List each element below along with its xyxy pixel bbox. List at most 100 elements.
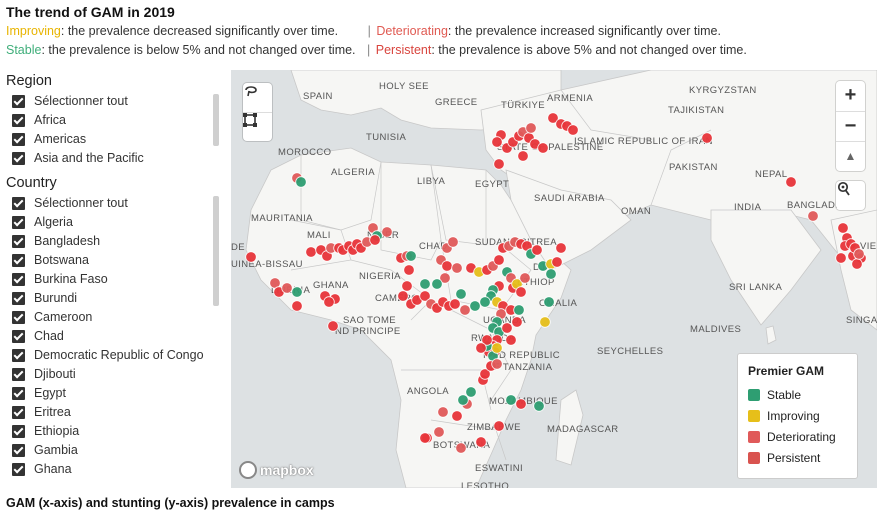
camp-marker-persistent[interactable]	[403, 264, 415, 276]
legend-item[interactable]: Deteriorating	[748, 426, 847, 447]
camp-marker-stable[interactable]	[291, 286, 303, 298]
legend-item[interactable]: Persistent	[748, 447, 847, 468]
country-item[interactable]: Chad	[6, 327, 221, 346]
region-scrollbar[interactable]	[213, 94, 219, 146]
camp-marker-persistent[interactable]	[517, 150, 529, 162]
camp-marker-stable[interactable]	[533, 400, 545, 412]
camp-marker-deteriorating[interactable]	[281, 282, 293, 294]
camp-marker-persistent[interactable]	[451, 410, 463, 422]
country-checkbox[interactable]	[12, 197, 25, 210]
country-item[interactable]: Cameroon	[6, 308, 221, 327]
camp-marker-persistent[interactable]	[505, 334, 517, 346]
camp-marker-stable[interactable]	[295, 176, 307, 188]
camp-marker-persistent[interactable]	[475, 342, 487, 354]
camp-marker-persistent[interactable]	[479, 368, 491, 380]
country-checkbox[interactable]	[12, 463, 25, 476]
camp-marker-improving[interactable]	[539, 316, 551, 328]
camp-marker-deteriorating[interactable]	[439, 272, 451, 284]
lasso-select-button[interactable]	[243, 83, 272, 112]
camp-marker-deteriorating[interactable]	[525, 122, 537, 134]
country-item[interactable]: Eritrea	[6, 403, 221, 422]
camp-marker-stable[interactable]	[465, 386, 477, 398]
camp-marker-persistent[interactable]	[547, 112, 559, 124]
camp-marker-persistent[interactable]	[537, 142, 549, 154]
camp-marker-persistent[interactable]	[493, 158, 505, 170]
compass-button[interactable]: ▲	[836, 141, 865, 170]
camp-marker-persistent[interactable]	[551, 256, 563, 268]
camp-marker-stable[interactable]	[505, 394, 517, 406]
camp-marker-persistent[interactable]	[323, 296, 335, 308]
camp-marker-persistent[interactable]	[369, 234, 381, 246]
country-item[interactable]: Ethiopia	[6, 422, 221, 441]
camp-marker-deteriorating[interactable]	[459, 304, 471, 316]
camp-marker-persistent[interactable]	[245, 251, 257, 263]
camp-marker-persistent[interactable]	[701, 132, 713, 144]
camp-marker-deteriorating[interactable]	[447, 236, 459, 248]
camp-marker-stable[interactable]	[419, 278, 431, 290]
camp-marker-persistent[interactable]	[441, 260, 453, 272]
camp-marker-deteriorating[interactable]	[853, 248, 865, 260]
camp-marker-stable[interactable]	[479, 296, 491, 308]
camp-marker-persistent[interactable]	[481, 334, 493, 346]
camp-marker-persistent[interactable]	[475, 436, 487, 448]
country-item[interactable]: Ghana	[6, 460, 221, 479]
camp-marker-persistent[interactable]	[785, 176, 797, 188]
camp-marker-persistent[interactable]	[835, 252, 847, 264]
camp-marker-persistent[interactable]	[851, 258, 863, 270]
country-item[interactable]: Gambia	[6, 441, 221, 460]
camp-marker-deteriorating[interactable]	[433, 426, 445, 438]
country-checkbox[interactable]	[12, 387, 25, 400]
camp-marker-persistent[interactable]	[555, 242, 567, 254]
camp-marker-persistent[interactable]	[501, 322, 513, 334]
region-item[interactable]: Sélectionner tout	[6, 92, 221, 111]
camp-marker-persistent[interactable]	[291, 300, 303, 312]
legend-item[interactable]: Improving	[748, 405, 847, 426]
zoom-out-button[interactable]: −	[836, 111, 865, 140]
country-checkbox[interactable]	[12, 425, 25, 438]
camp-marker-stable[interactable]	[455, 288, 467, 300]
camp-marker-persistent[interactable]	[837, 222, 849, 234]
camp-marker-deteriorating[interactable]	[381, 226, 393, 238]
country-item[interactable]: Bangladesh	[6, 232, 221, 251]
camp-marker-persistent[interactable]	[327, 320, 339, 332]
country-checkbox[interactable]	[12, 406, 25, 419]
country-checkbox[interactable]	[12, 273, 25, 286]
country-item[interactable]: Sélectionner tout	[6, 194, 221, 213]
camp-marker-stable[interactable]	[543, 296, 555, 308]
country-item[interactable]: Botswana	[6, 251, 221, 270]
map[interactable]: Spain Holy See Greece Türkiye Armenia Kyrgyzs…	[231, 70, 877, 488]
camp-marker-stable[interactable]	[469, 300, 481, 312]
country-item[interactable]: Burundi	[6, 289, 221, 308]
zoom-in-button[interactable]: +	[844, 84, 857, 106]
region-checkbox[interactable]	[12, 114, 25, 127]
camp-marker-persistent[interactable]	[511, 316, 523, 328]
camp-marker-deteriorating[interactable]	[519, 272, 531, 284]
camp-marker-persistent[interactable]	[493, 420, 505, 432]
country-checkbox[interactable]	[12, 216, 25, 229]
map-search-button[interactable]	[836, 181, 865, 210]
camp-marker-persistent[interactable]	[491, 136, 503, 148]
camp-marker-persistent[interactable]	[305, 246, 317, 258]
mapbox-logo[interactable]: mapbox	[239, 461, 314, 479]
country-scrollbar[interactable]	[213, 196, 219, 306]
camp-marker-persistent[interactable]	[567, 124, 579, 136]
region-checkbox[interactable]	[12, 95, 25, 108]
camp-marker-stable[interactable]	[545, 268, 557, 280]
country-item[interactable]: Burkina Faso	[6, 270, 221, 289]
camp-marker-persistent[interactable]	[531, 244, 543, 256]
camp-marker-persistent[interactable]	[449, 298, 461, 310]
country-checkbox[interactable]	[12, 235, 25, 248]
camp-marker-deteriorating[interactable]	[455, 442, 467, 454]
region-item[interactable]: Asia and the Pacific	[6, 149, 221, 168]
country-checkbox[interactable]	[12, 444, 25, 457]
camp-marker-persistent[interactable]	[493, 254, 505, 266]
camp-marker-persistent[interactable]	[401, 280, 413, 292]
country-checkbox[interactable]	[12, 292, 25, 305]
camp-marker-persistent[interactable]	[419, 290, 431, 302]
camp-marker-stable[interactable]	[405, 250, 417, 262]
country-item[interactable]: Egypt	[6, 384, 221, 403]
camp-marker-deteriorating[interactable]	[491, 358, 503, 370]
country-checkbox[interactable]	[12, 330, 25, 343]
country-checkbox[interactable]	[12, 368, 25, 381]
rectangle-select-button[interactable]	[243, 112, 272, 141]
